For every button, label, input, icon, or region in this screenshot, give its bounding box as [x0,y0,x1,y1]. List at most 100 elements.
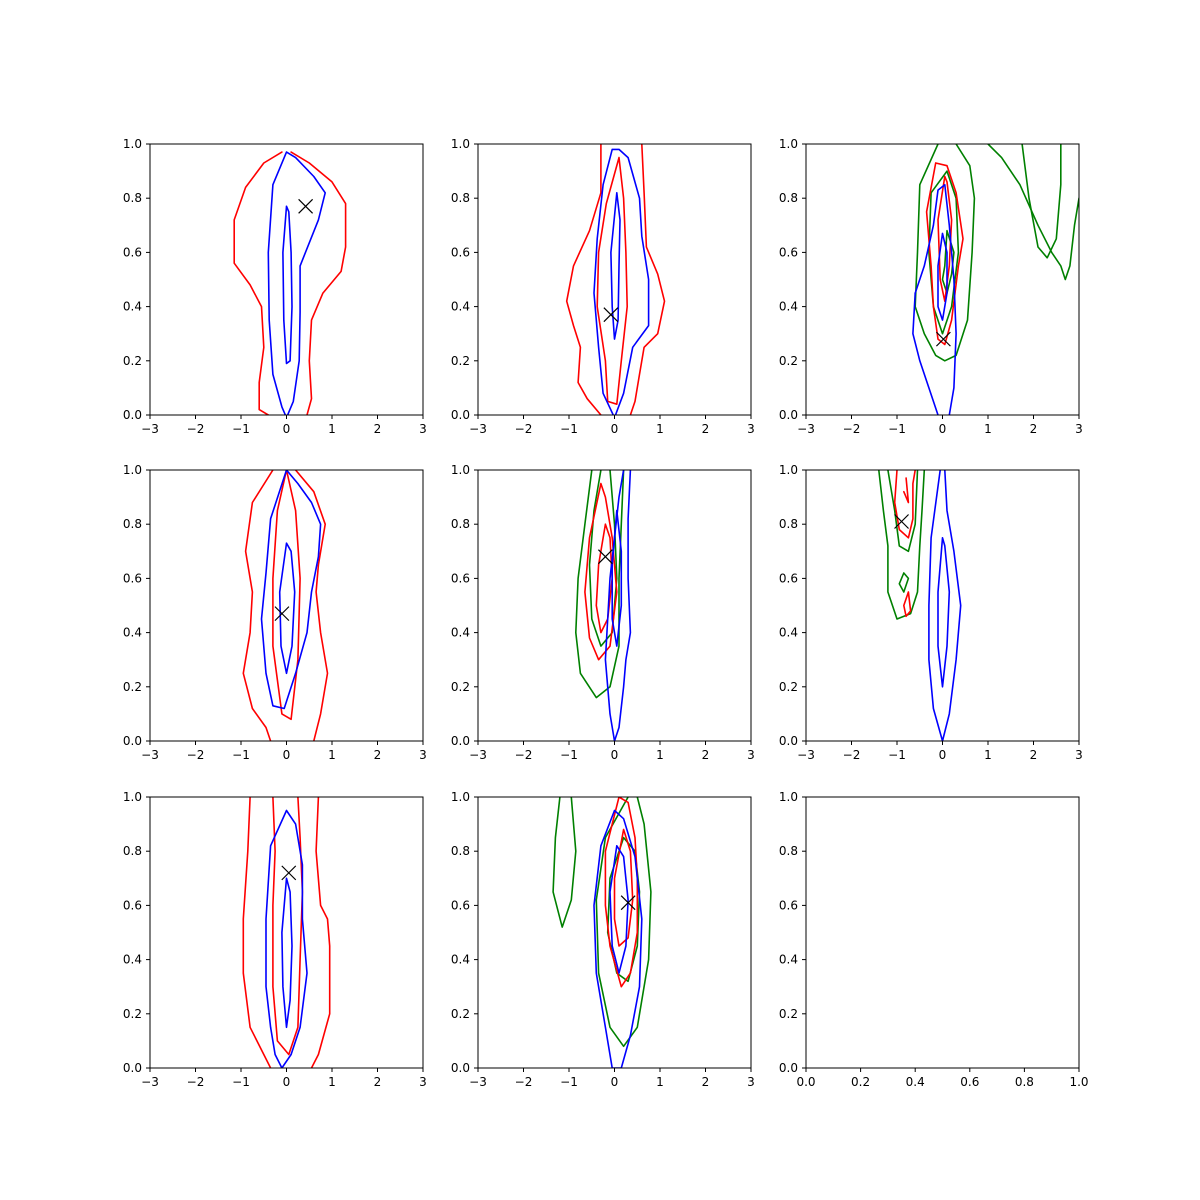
x-tick-label: 0 [939,748,947,762]
contour-line-2 [595,797,652,1048]
y-tick-label: 0.6 [779,898,798,912]
x-marker [935,331,951,347]
x-tick-label: −1 [560,748,578,762]
panel-row1-col3: −3 −2 −1 0 1 2 3 0.0 0.2 0.4 0.6 0.8 1.0 [779,137,1083,436]
x-tick-label: −2 [843,422,861,436]
x-tick-label: 2 [374,1075,382,1089]
x-tick-label: −1 [888,422,906,436]
contour-line-2 [887,470,919,553]
y-tick-label: 0.4 [451,300,470,314]
x-tick-label: −3 [141,748,159,762]
x-tick-label: 1 [984,422,992,436]
contour-line-4 [893,470,916,539]
contour-line-2 [928,170,960,335]
axes-frame [477,796,752,1069]
x-tick-label: −3 [469,422,487,436]
x-tick-label: 0 [283,422,291,436]
contour-line-2 [310,797,331,1068]
panel-row1-col2: −3 −2 −1 0 1 2 3 0.0 0.2 0.4 0.6 0.8 1.0 [451,137,755,436]
y-tick-label: 0.2 [123,354,142,368]
y-tick-label: 1.0 [451,137,470,151]
x-tick-label: −2 [515,422,533,436]
contour-line-4 [593,148,650,415]
x-tick-label: −2 [187,422,205,436]
contour-line-4 [595,523,613,634]
y-tick-label: 0.8 [779,517,798,531]
x-tick-label: 1 [328,1075,336,1089]
y-tick-label: 1.0 [779,137,798,151]
x-tick-label: 1.0 [1069,1075,1088,1089]
contour-line-1 [242,797,272,1068]
panel-row2-col1: −3 −2 −1 0 1 2 3 0.0 0.2 0.4 0.6 0.8 1.0 [123,463,427,762]
x-tick-label: 1 [656,422,664,436]
y-tick-label: 0.6 [451,571,470,585]
contour-line-2 [629,144,666,415]
x-tick-label: −2 [515,748,533,762]
x-marker [603,307,619,323]
x-tick-label: 0.2 [851,1075,870,1089]
x-tick-label: 2 [702,748,710,762]
y-tick-label: 1.0 [123,790,142,804]
x-tick-label: 1 [984,748,992,762]
contour-line-1 [565,144,602,415]
x-tick-label: −1 [232,422,250,436]
panel-row2-col2: −3 −2 −1 0 1 2 3 0.0 0.2 0.4 0.6 0.8 1.0 [451,463,755,762]
y-tick-label: 0.0 [123,408,142,422]
y-tick-label: 0.0 [451,1061,470,1075]
y-tick-label: 0.4 [451,953,470,967]
x-marker [894,514,909,529]
x-tick-label: −1 [560,422,578,436]
y-tick-label: 0.2 [779,1007,798,1021]
contour-line-4 [260,470,322,710]
x-tick-label: 0 [283,1075,291,1089]
x-tick-label: −2 [843,748,861,762]
contour-line-5 [278,542,296,675]
y-tick-label: 0.0 [123,734,142,748]
x-tick-label: 3 [747,1075,755,1089]
y-tick-label: 0.6 [123,245,142,259]
x-tick-label: −2 [187,1075,205,1089]
contour-line-1 [233,151,283,415]
y-tick-label: 0.2 [451,354,470,368]
x-tick-label: 2 [1030,748,1038,762]
x-marker [298,198,314,214]
contour-line-7 [928,470,962,741]
x-tick-label: −2 [187,748,205,762]
x-tick-label: 2 [702,1075,710,1089]
contour-line-3 [596,156,628,405]
y-tick-label: 1.0 [779,463,798,477]
y-tick-label: 0.4 [779,953,798,967]
contour-group [552,797,652,1068]
x-tick-label: 0 [611,1075,619,1089]
contour-line-5 [1021,144,1062,259]
x-tick-label: 0.4 [906,1075,925,1089]
contour-line-2 [588,470,618,647]
panel-row3-col2: −3 −2 −1 0 1 2 3 0.0 0.2 0.4 0.6 0.8 1.0 [451,790,755,1089]
y-tick-label: 0.4 [123,300,142,314]
y-tick-label: 0.2 [451,680,470,694]
y-tick-label: 1.0 [451,790,470,804]
contour-line-3 [898,572,910,593]
panel-row1-col1: −3 −2 −1 0 1 2 3 0.0 0.2 0.4 0.6 0.8 1.0 [123,137,427,436]
contour-line-1 [242,470,274,741]
y-tick-label: 0.8 [451,191,470,205]
x-tick-label: −1 [232,748,250,762]
contour-line-3 [267,151,326,415]
x-tick-label: 2 [702,422,710,436]
y-tick-label: 0.2 [779,354,798,368]
x-tick-label: −1 [888,748,906,762]
contour-group [242,797,331,1068]
y-tick-label: 0.6 [451,245,470,259]
x-tick-label: −3 [141,422,159,436]
x-tick-label: −3 [469,748,487,762]
x-tick-label: −2 [515,1075,533,1089]
y-tick-label: 0.0 [451,408,470,422]
y-tick-label: 0.2 [123,680,142,694]
y-tick-label: 0.6 [779,571,798,585]
contour-line-6 [903,591,912,618]
contour-group [912,144,1079,415]
x-tick-label: 0.8 [1015,1075,1034,1089]
x-tick-label: −3 [797,748,815,762]
y-tick-label: 0.8 [123,191,142,205]
y-tick-label: 0.8 [779,191,798,205]
